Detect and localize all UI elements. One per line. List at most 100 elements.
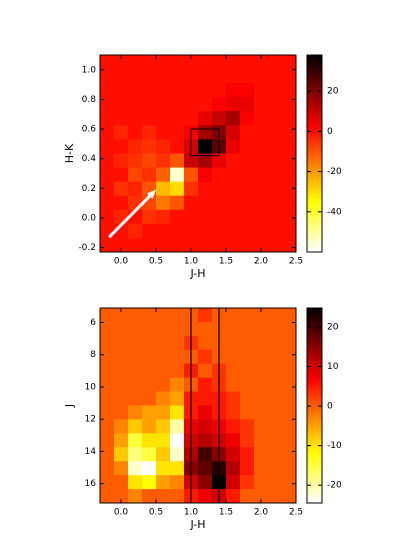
- colorbar-segment: [307, 451, 322, 455]
- colorbar-segment: [307, 395, 322, 399]
- colorbar-segment: [307, 478, 322, 482]
- colorbar-segment: [307, 344, 322, 348]
- colorbar-segment: [307, 366, 322, 370]
- heatmap-cell: [184, 69, 199, 84]
- colorbar-segment: [307, 99, 322, 103]
- colorbar-segment: [307, 64, 322, 68]
- heatmap-cell: [128, 139, 143, 154]
- colorbar-segment: [307, 222, 322, 226]
- colorbar-segment: [307, 234, 322, 238]
- x-tick-label: 2.5: [289, 508, 303, 518]
- heatmap-cell: [254, 335, 269, 351]
- colorbar-segment: [307, 320, 322, 324]
- heatmap-cell: [226, 321, 241, 337]
- colorbar-tick-label: 20: [327, 322, 339, 332]
- colorbar-segment: [307, 195, 322, 199]
- heatmap-cell: [142, 55, 157, 70]
- heatmap-cell: [100, 489, 115, 504]
- heatmap-cell: [282, 391, 297, 406]
- colorbar-segment: [307, 210, 322, 214]
- y-tick-label: 0.6: [82, 125, 97, 135]
- colorbar-segment: [307, 456, 322, 460]
- heatmap-cell: [156, 153, 171, 169]
- heatmap-cell: [240, 55, 255, 70]
- colorbar-segment: [307, 224, 322, 228]
- colorbar-segment: [307, 242, 322, 246]
- heatmap-cell: [198, 308, 213, 323]
- y-tick-label: 0.4: [82, 154, 97, 164]
- y-tick-label: 14: [85, 447, 97, 457]
- colorbar-segment: [307, 483, 322, 487]
- heatmap-cell: [156, 125, 171, 140]
- colorbar-segment: [307, 500, 322, 504]
- heatmap-cell: [128, 55, 143, 70]
- heatmap-cell: [170, 419, 185, 434]
- colorbar-segment: [307, 111, 322, 115]
- colorbar-segment: [307, 123, 322, 127]
- colorbar-segment: [307, 175, 322, 179]
- heatmap-cell: [254, 83, 269, 98]
- heatmap-cell: [240, 209, 255, 225]
- heatmap-cell: [212, 55, 227, 70]
- heatmap-cell: [282, 419, 297, 434]
- colorbar-segment: [307, 449, 322, 453]
- heatmap-cell: [128, 419, 143, 434]
- highlight-box: [190, 128, 220, 157]
- heatmap-cell: [184, 195, 199, 211]
- heatmap-cell: [268, 447, 283, 462]
- heatmap-cell: [268, 349, 283, 365]
- colorbar-tick-label: -40: [327, 207, 342, 217]
- heatmap-cell: [226, 419, 241, 434]
- heatmap-cell: [156, 349, 171, 365]
- colorbar-segment: [307, 215, 322, 219]
- heatmap-cell: [156, 69, 171, 84]
- heatmap-cell: [240, 461, 255, 476]
- colorbar-segment: [307, 165, 322, 169]
- colorbar-segment: [307, 495, 322, 499]
- heatmap-cell: [100, 377, 115, 393]
- colorbar-segment: [307, 185, 322, 189]
- colorbar-segment: [307, 332, 322, 336]
- heatmap-cell: [114, 433, 129, 448]
- colorbar-segment: [307, 247, 322, 251]
- heatmap-cell: [142, 363, 157, 379]
- colorbar-segment: [307, 104, 322, 108]
- heatmap-cell: [254, 321, 269, 337]
- heatmap-cell: [268, 308, 283, 323]
- y-tick-label: 12: [85, 415, 96, 425]
- heatmap-cell: [268, 419, 283, 434]
- heatmap-cell: [100, 167, 115, 183]
- colorbar-segment: [307, 403, 322, 406]
- colorbar-segment: [307, 442, 322, 445]
- heatmap-cell: [198, 377, 213, 393]
- heatmap-cell: [254, 377, 269, 393]
- colorbar-segment: [307, 415, 322, 419]
- heatmap-cell: [254, 209, 269, 225]
- x-tick-label: 1.5: [219, 508, 233, 518]
- heatmap-cell: [100, 83, 115, 98]
- heatmap-cell: [114, 181, 129, 197]
- colorbar-tick-label: -10: [327, 441, 342, 451]
- heatmap-cell: [184, 209, 199, 225]
- colorbar-segment: [307, 178, 322, 182]
- heatmap-cell: [212, 153, 227, 169]
- heatmap-cell: [240, 489, 255, 504]
- heatmap-cell: [212, 223, 227, 239]
- colorbar-segment: [307, 116, 322, 120]
- colorbar-segment: [307, 190, 322, 194]
- heatmap-cell: [268, 181, 283, 197]
- colorbar-segment: [307, 432, 322, 436]
- heatmap-cell: [282, 308, 297, 323]
- heatmap-cell: [114, 405, 129, 420]
- heatmap-cell: [268, 125, 283, 140]
- heatmap-cell: [184, 55, 199, 70]
- heatmap-cell: [142, 139, 157, 154]
- heatmap-cell: [282, 377, 297, 393]
- heatmap-cell: [226, 237, 241, 253]
- heatmap-cell: [268, 167, 283, 183]
- heatmap-cell: [128, 335, 143, 351]
- heatmap-cell: [198, 167, 213, 183]
- heatmap-cell: [100, 321, 115, 337]
- heatmap-cell: [226, 433, 241, 448]
- heatmap-cell: [142, 377, 157, 393]
